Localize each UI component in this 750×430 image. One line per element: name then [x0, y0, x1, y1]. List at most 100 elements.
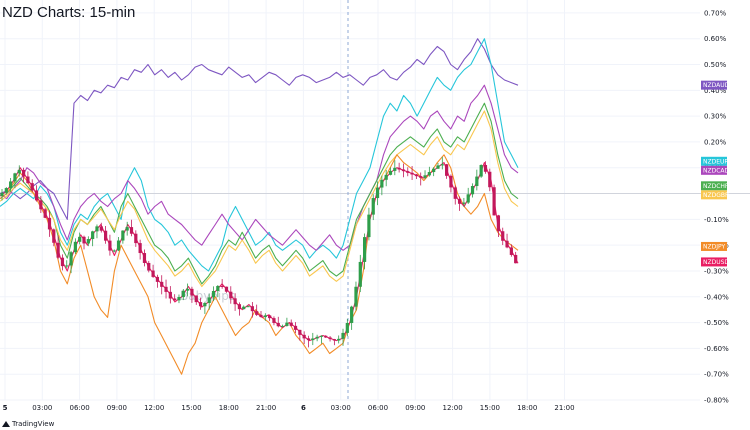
candle-body: [194, 295, 198, 303]
y-tick-label: 0.60%: [704, 35, 727, 43]
candle-body: [427, 172, 431, 176]
candle-body: [233, 298, 237, 305]
nzdusd-candles: [0, 156, 518, 348]
x-tick-label: 12:00: [144, 404, 164, 412]
y-tick-label: -0.80%: [704, 397, 729, 405]
candle-body: [73, 241, 77, 253]
candle-body: [358, 261, 362, 287]
candle-body: [65, 265, 69, 267]
candle-body: [13, 173, 17, 182]
candle-body: [380, 179, 384, 188]
y-tick-label: 0.20%: [704, 138, 727, 146]
candle-body: [445, 164, 449, 176]
end-label-bg: [701, 257, 727, 267]
candle-body: [276, 322, 280, 327]
end-label-nzdjpy: NZDJPY: [703, 243, 725, 250]
candle-body: [350, 306, 354, 323]
candle-body: [263, 315, 267, 318]
candle-body: [354, 286, 358, 307]
candle-body: [475, 176, 479, 187]
x-tick-label: 06:00: [70, 404, 90, 412]
end-label-bg: [701, 241, 727, 251]
candle-body: [449, 175, 453, 188]
candle-body: [116, 240, 121, 251]
candle-body: [423, 175, 427, 178]
tradingview-logo-text: TradingView: [12, 420, 55, 428]
y-tick-label: -0.60%: [704, 345, 729, 353]
candle-body: [39, 200, 43, 210]
x-tick-label: 12:00: [443, 404, 463, 412]
candle-body: [298, 329, 302, 335]
candle-body: [164, 286, 168, 292]
candle-body: [505, 240, 509, 248]
x-tick-label: 18:00: [219, 404, 239, 412]
y-tick-label: -0.40%: [704, 293, 729, 301]
candle-body: [168, 291, 172, 299]
candle-body: [501, 231, 505, 241]
candle-body: [30, 183, 34, 191]
y-tick-label: 0.70%: [704, 9, 727, 17]
candle-body: [272, 318, 276, 323]
tradingview-logo-icon: [2, 421, 10, 427]
candle-body: [134, 233, 138, 244]
candle-body: [121, 230, 125, 241]
watermark: Babypips: [180, 289, 235, 303]
candle-body: [466, 194, 470, 203]
end-label-nzdchf: NZDCHF: [703, 183, 729, 190]
tradingview-logo[interactable]: TradingView: [2, 420, 54, 428]
x-tick-label: 5: [3, 404, 8, 412]
candle-body: [401, 169, 406, 172]
candle-body: [293, 325, 298, 330]
candle-body: [0, 192, 4, 197]
candle-body: [246, 306, 250, 308]
candle-body: [457, 198, 462, 204]
candle-body: [319, 335, 324, 337]
candle-body: [229, 291, 233, 299]
y-tick-label: 0.40%: [704, 87, 727, 95]
candle-body: [224, 286, 229, 292]
end-label-nzdgbp: NZDGBP: [703, 192, 729, 199]
candle-body: [47, 217, 52, 230]
candle-body: [250, 306, 254, 312]
candle-body: [21, 169, 26, 177]
x-axis: 5 03:00 06:00 09:00 12:00 15:00 18:00 21:00 6 03:…: [3, 404, 575, 412]
candle-body: [436, 165, 440, 169]
candle-body: [371, 198, 375, 215]
candle-body: [237, 304, 242, 310]
candle-body: [363, 237, 367, 262]
candle-body: [311, 338, 315, 341]
candle-body: [388, 170, 393, 175]
candle-body: [129, 227, 134, 234]
candle-body: [337, 338, 341, 341]
x-tick-label: 09:00: [405, 404, 425, 412]
x-tick-label: 15:00: [480, 404, 500, 412]
candle-body: [186, 288, 190, 291]
x-tick-label: 6: [301, 404, 306, 412]
candle-body: [211, 290, 216, 298]
candle-body: [99, 226, 103, 231]
candle-body: [393, 167, 397, 171]
candle-body: [138, 243, 142, 254]
candle-body: [52, 229, 56, 243]
candle-body: [142, 253, 147, 263]
candle-body: [332, 339, 336, 341]
candle-body: [34, 190, 39, 201]
end-label-nzdcad: NZDCAD: [703, 167, 730, 174]
y-tick-label: 0.50%: [704, 61, 727, 69]
candle-body: [345, 322, 349, 333]
candle-body: [155, 276, 159, 282]
candle-body: [220, 286, 224, 287]
end-label-bg: [701, 80, 727, 90]
candle-body: [483, 164, 488, 172]
candle-body: [26, 176, 30, 184]
y-tick-label: -0.10%: [704, 216, 729, 224]
x-tick-label: 06:00: [368, 404, 388, 412]
candle-body: [470, 186, 475, 195]
candle-body: [384, 174, 388, 180]
candle-body: [56, 242, 60, 258]
candle-body: [462, 202, 466, 204]
candle-body: [440, 164, 444, 166]
candle-body: [207, 297, 211, 303]
candle-body: [367, 214, 371, 238]
